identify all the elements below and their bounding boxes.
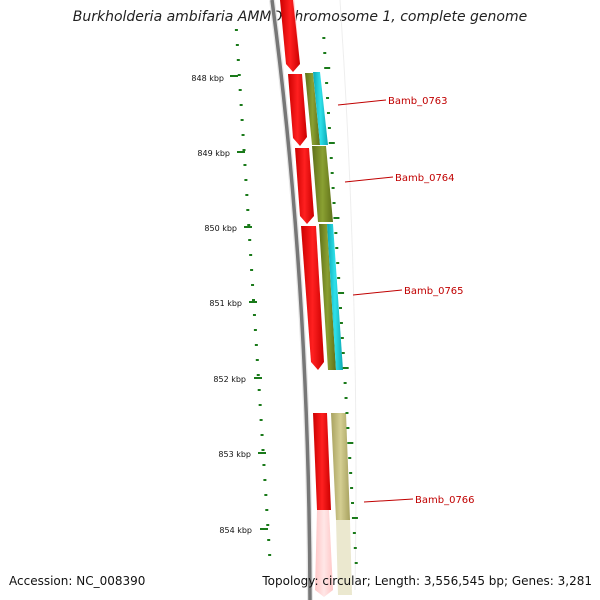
gene-leader-line [337, 99, 387, 106]
tick-label-851: 851 kbp [209, 299, 242, 308]
minor-tick-track [234, 29, 272, 556]
tick-label-852: 852 kbp [213, 375, 246, 384]
gene-leader-line [363, 498, 414, 503]
cyan-feature [327, 224, 343, 370]
gene-label-bamb-0763[interactable]: Bamb_0763 [388, 96, 448, 107]
tick-label-854: 854 kbp [219, 526, 252, 535]
olive-feature [305, 73, 320, 145]
chromosome-backbone [270, 0, 312, 600]
gene-labels: Bamb_0763 Bamb_0764 Bamb_0765 Bamb_0766 [337, 96, 475, 506]
major-ticks: 848 kbp 849 kbp 850 kbp 851 kbp 852 kbp … [191, 74, 268, 535]
genome-summary-text: Topology: circular; Length: 3,556,545 bp… [262, 574, 592, 588]
outer-dotted-track [322, 37, 358, 564]
tick-label-850: 850 kbp [204, 224, 237, 233]
cds-arrow-partial [315, 510, 333, 597]
cyan-feature [313, 72, 328, 145]
outer-boundary-line [339, 0, 357, 591]
olive-feature [312, 146, 333, 222]
cds-arrow [313, 413, 331, 510]
gene-label-bamb-0766[interactable]: Bamb_0766 [415, 495, 475, 506]
accession-text: Accession: NC_008390 [9, 574, 146, 588]
gene-label-bamb-0765[interactable]: Bamb_0765 [404, 286, 464, 297]
map-title: Burkholderia ambifaria AMMD chromosome 1… [72, 9, 528, 25]
gene-label-bamb-0764[interactable]: Bamb_0764 [395, 173, 455, 184]
tick-label-849: 849 kbp [197, 149, 230, 158]
cds-arrow [288, 74, 307, 146]
khaki-feature-partial [336, 520, 352, 595]
gene-leader-line [352, 289, 403, 296]
khaki-feature [331, 413, 350, 520]
tick-label-848: 848 kbp [191, 74, 224, 83]
olive-feature [319, 224, 336, 370]
cds-arrow [280, 0, 300, 72]
cds-arrow [301, 226, 324, 370]
tick-label-853: 853 kbp [218, 450, 251, 459]
gene-leader-line [344, 176, 394, 183]
cds-arrow [295, 148, 314, 224]
